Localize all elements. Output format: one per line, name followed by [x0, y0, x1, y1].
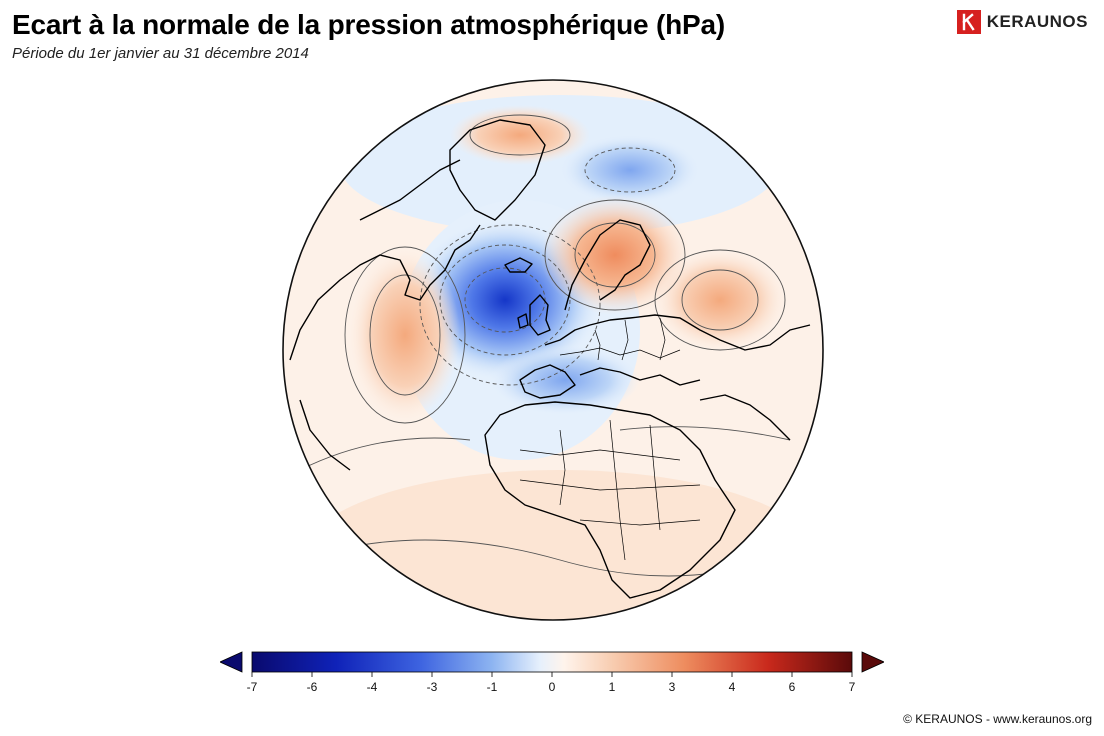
colorbar-left-arrow: [220, 651, 243, 673]
colorbar-tick-label: 6: [789, 680, 796, 694]
anomaly-north-pole-high: [450, 105, 590, 165]
colorbar-tick-label: -7: [247, 680, 258, 694]
coastlines: [289, 119, 811, 599]
colorbar-gradient: [251, 651, 853, 673]
colorbar-legend: -7 -6 -4 -3 -1 0 1 3 4 6 7: [220, 651, 884, 694]
page-title: Ecart à la normale de la pression atmosp…: [12, 9, 725, 40]
colorbar-tick-label: 3: [669, 680, 676, 694]
anomaly-greenland-sea-low: [560, 135, 700, 205]
colorbar-tick-label: 0: [549, 680, 556, 694]
colorbar-right-arrow: [861, 651, 884, 673]
footer-credit: © KERAUNOS - www.keraunos.org: [903, 712, 1092, 726]
colorbar-tick-label: -1: [487, 680, 498, 694]
colorbar-tick-label: -3: [427, 680, 438, 694]
colorbar-ticks: -7 -6 -4 -3 -1 0 1 3 4 6 7: [247, 672, 856, 694]
anomaly-western-atlantic-high: [350, 250, 460, 420]
page-subtitle: Période du 1er janvier au 31 décembre 20…: [12, 45, 309, 62]
globe-outline: [282, 79, 824, 621]
logo-text: KERAUNOS: [986, 12, 1088, 31]
anomaly-western-russia-high: [655, 250, 785, 350]
keraunos-logo-icon: [956, 10, 981, 34]
colorbar-tick-label: 4: [729, 680, 736, 694]
colorbar-tick-label: -6: [307, 680, 318, 694]
anomaly-mediterranean-low: [490, 345, 640, 415]
anomaly-scandinavia-high: [540, 195, 690, 315]
anomaly-north-cool-band: [340, 95, 780, 235]
colorbar-tick-label: 7: [849, 680, 856, 694]
colorbar-tick-label: 1: [609, 680, 616, 694]
keraunos-logo[interactable]: KERAUNOS: [956, 10, 1088, 34]
anomaly-globe-map: [282, 79, 824, 621]
country-borders: [519, 317, 701, 561]
colorbar-tick-label: -4: [367, 680, 378, 694]
